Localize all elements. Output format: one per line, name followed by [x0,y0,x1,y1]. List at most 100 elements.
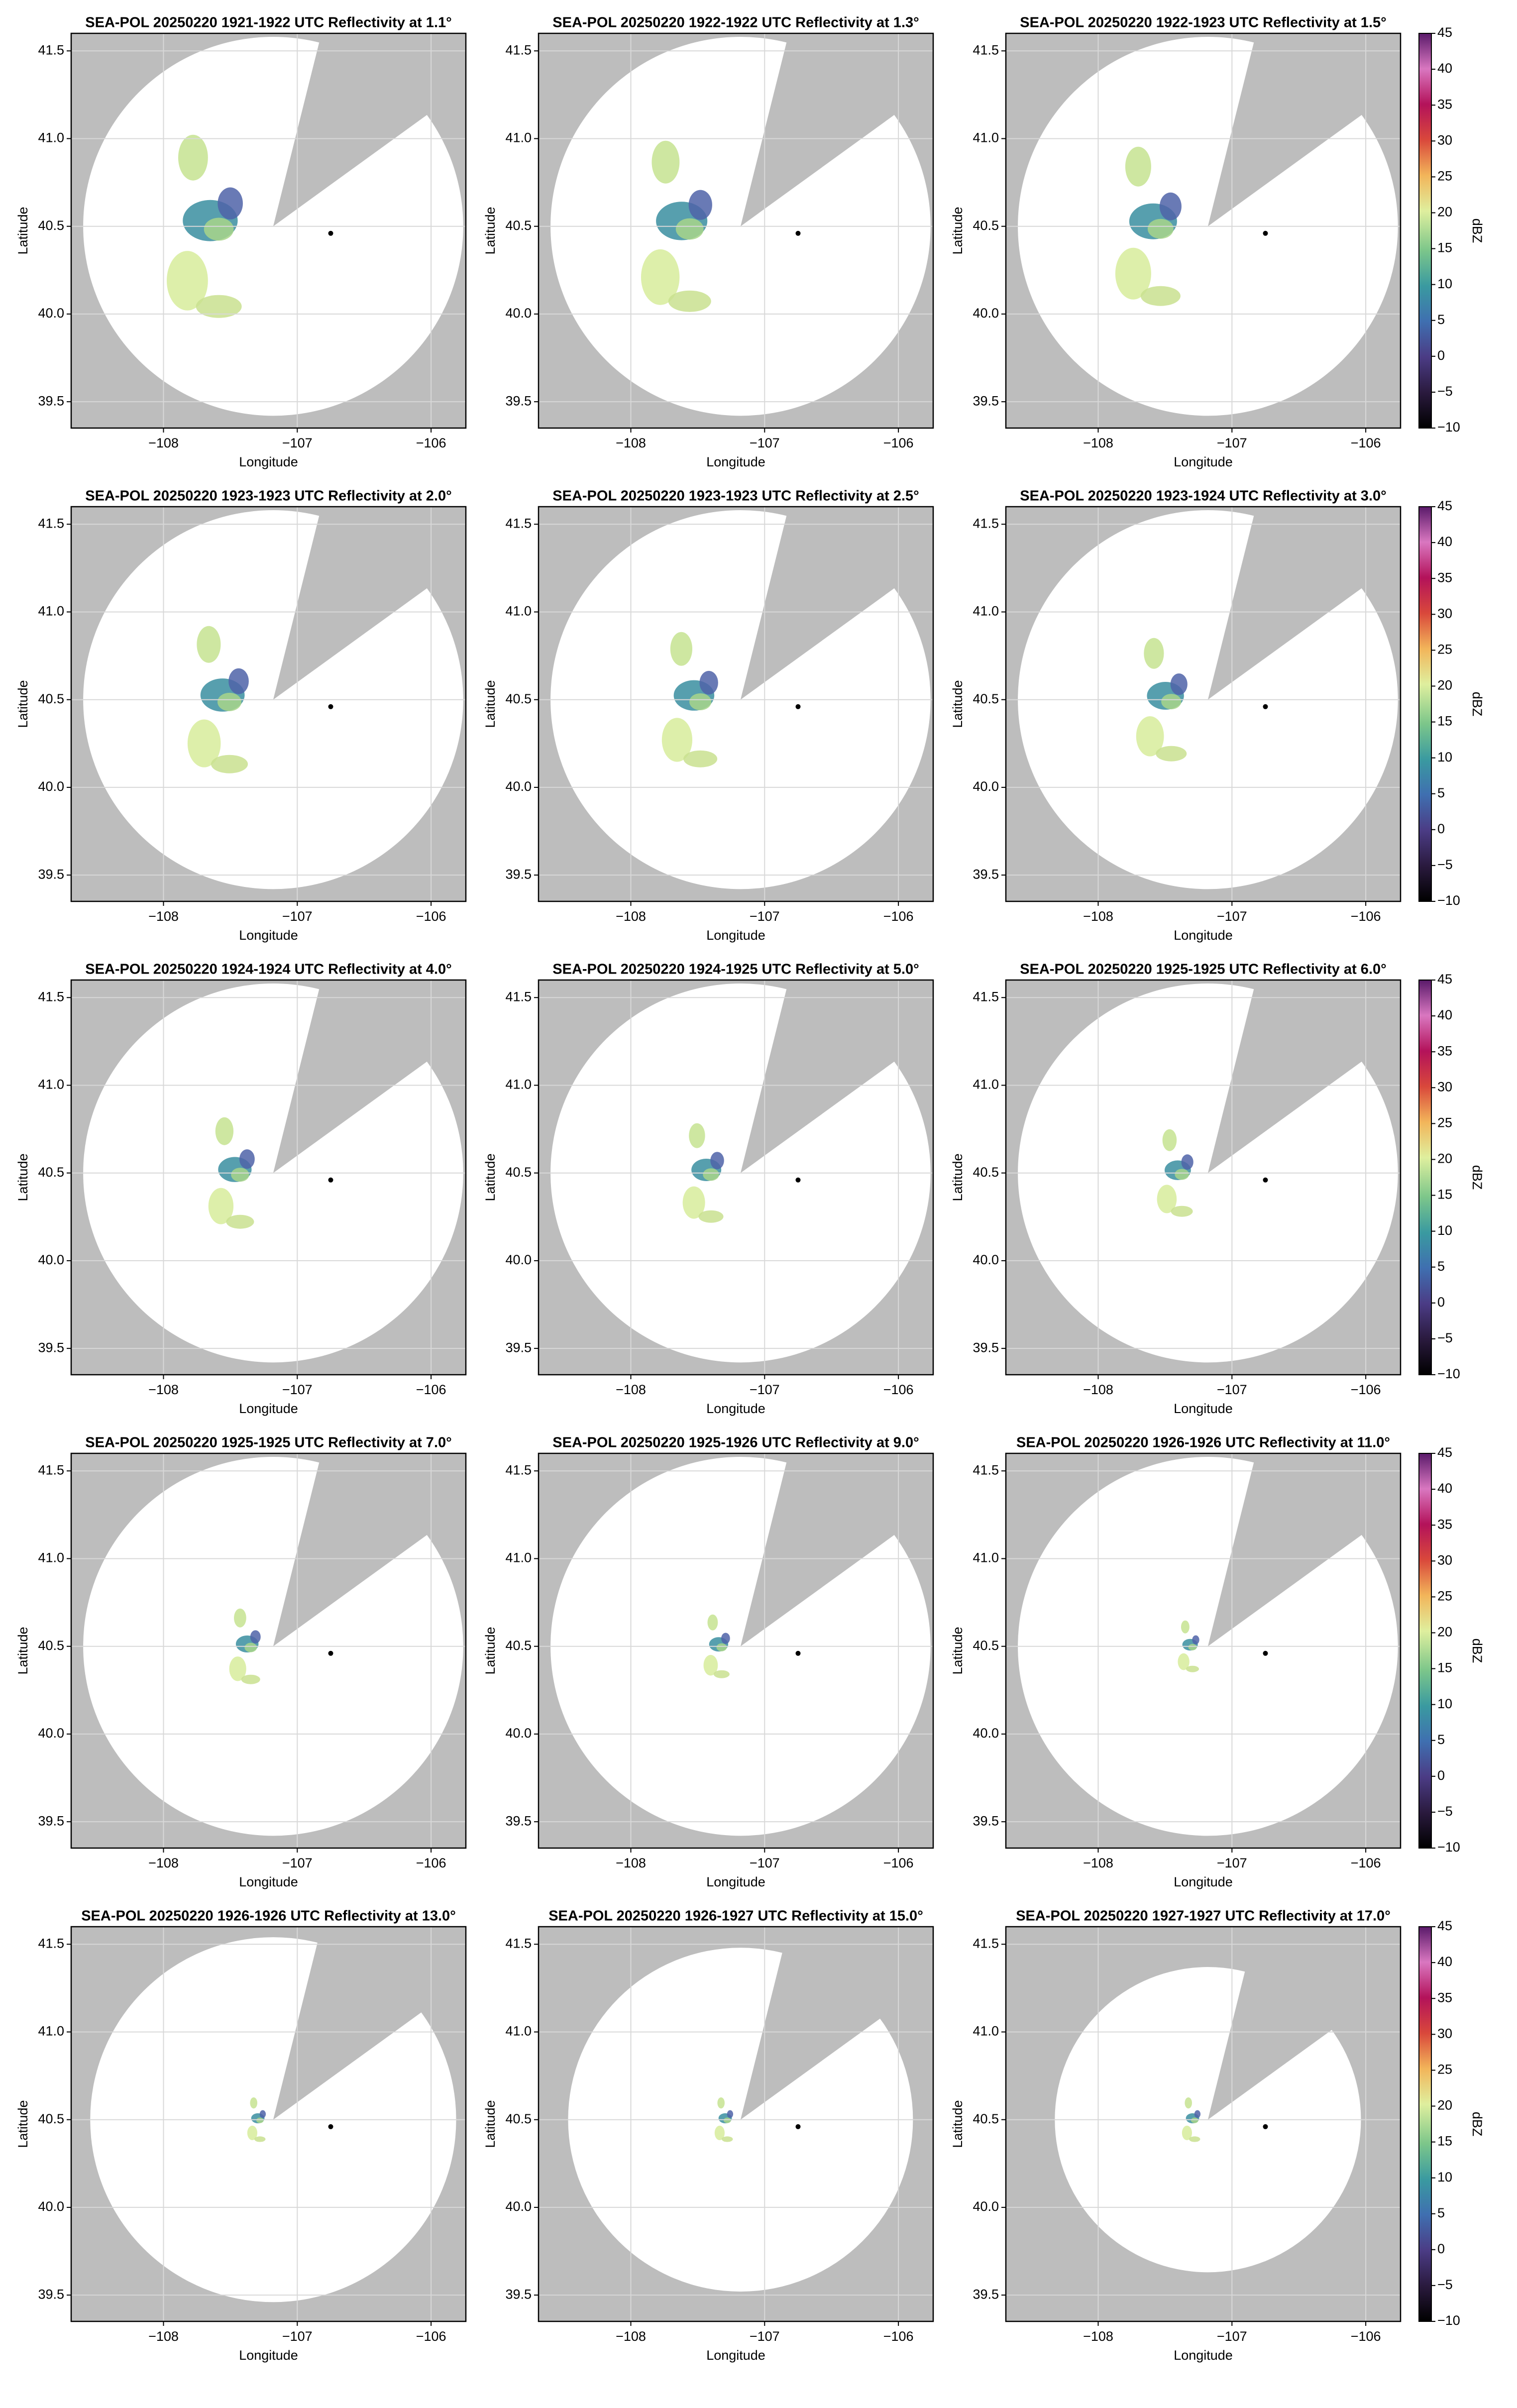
y-tick-label: 41.5 [505,42,532,57]
plot-area [539,1453,933,1848]
colorbar-tick-label: 45 [1437,1445,1452,1460]
echo [178,134,208,181]
y-tick-label: 40.5 [505,691,532,706]
x-tick-label: −106 [883,909,914,924]
x-axis-label: Longitude [706,928,765,943]
y-tick-label: 40.5 [38,1165,64,1180]
y-tick-label: 40.5 [505,1165,532,1180]
x-tick-label: −107 [750,436,780,450]
echo [1178,1653,1190,1670]
radar-marker [795,2124,801,2129]
echo [226,1214,254,1229]
y-tick-label: 40.5 [38,691,64,706]
colorbar-tick-label: 5 [1437,312,1445,327]
axes-frame [538,979,934,1376]
echo [208,1188,234,1224]
blocked-sector [1207,980,1401,1173]
echo [250,2097,257,2109]
y-tick-label: 40.5 [505,1638,532,1653]
echo [661,718,693,762]
echo [1175,1169,1189,1180]
colorbar-tick-label: 35 [1437,97,1452,111]
y-tick-label: 41.0 [505,130,532,145]
panel: −108 −107 −106 39.5 40.0 40.5 41.0 41.5 SEA-POL … [483,1435,934,1889]
panel-title: SEA-POL 20250220 1921-1922 UTC Reflectiv… [85,15,451,31]
colorbar-tick-label: −10 [1437,420,1460,435]
echo [256,2117,264,2123]
echo [215,1117,234,1145]
y-tick-label: 39.5 [973,1340,999,1355]
echo [204,218,234,241]
echo [698,1210,724,1223]
x-axis-label: Longitude [1174,1401,1233,1416]
echo [1156,746,1187,762]
y-tick-label: 41.5 [38,1936,64,1951]
echo [231,1168,249,1182]
panel: −108 −107 −106 39.5 40.0 40.5 41.0 41.5 SEA-POL … [15,488,467,943]
echo [689,1123,705,1148]
axes-frame [70,32,467,429]
panel: −108 −107 −106 39.5 40.0 40.5 41.0 41.5 SEA-POL … [483,488,934,943]
colorbar-tick-label: 0 [1437,348,1445,363]
echo [699,670,718,695]
x-tick-label: −107 [1217,436,1247,450]
plot-area [1006,980,1401,1375]
x-axis-label: Longitude [1174,454,1233,469]
colorbar-tick-label: 30 [1437,1079,1452,1094]
colorbar-tick-label: 0 [1437,1768,1445,1783]
panel-title: SEA-POL 20250220 1925-1925 UTC Reflectiv… [1020,962,1386,978]
blocked-sector [273,1453,466,1646]
colorbar-tick-label: −5 [1437,1330,1453,1345]
panel-title: SEA-POL 20250220 1924-1924 UTC Reflectiv… [85,962,451,978]
echo [1162,1129,1177,1151]
x-tick-label: −107 [750,1382,780,1397]
x-tick-label: −108 [148,1382,179,1397]
x-tick-label: −106 [1351,2329,1381,2344]
colorbar-tick-label: 10 [1437,2170,1452,2185]
radar-marker [328,1177,333,1183]
echo [244,1642,257,1652]
y-axis-label: Latitude [15,2100,30,2148]
y-tick-label: 39.5 [505,393,532,408]
echo [1147,219,1174,239]
echo [668,290,711,312]
y-tick-label: 40.5 [38,1638,64,1653]
echo [1157,1185,1177,1213]
radar-marker [1263,704,1268,709]
blocked-sector [1207,1927,1401,2120]
y-tick-label: 40.5 [973,2111,999,2126]
colorbar-tick-label: 20 [1437,1625,1452,1640]
colorbar-tick-label: 30 [1437,132,1452,147]
radar-marker [1263,2124,1268,2129]
colorbar-tick-label: −5 [1437,857,1453,872]
echo [682,1186,705,1219]
y-tick-label: 41.5 [505,516,532,531]
x-tick-label: −106 [1351,909,1381,924]
y-tick-label: 41.0 [38,1550,64,1565]
colorbar [1418,33,1432,429]
y-tick-label: 41.0 [973,1077,999,1092]
y-tick-label: 39.5 [505,1340,532,1355]
colorbar-tick-label: 35 [1437,1990,1452,2005]
x-tick-label: −107 [1217,909,1247,924]
plot-area [539,980,933,1375]
y-tick-label: 40.0 [505,779,532,794]
colorbar-tick-label: 10 [1437,276,1452,291]
echo [1182,2125,1192,2140]
axes-frame [538,506,934,902]
y-axis-label: Latitude [483,680,498,728]
colorbar [1418,1453,1432,1849]
blocked-sector [740,507,933,700]
y-tick-label: 41.5 [505,989,532,1004]
colorbar-tick-label: 15 [1437,1660,1452,1675]
x-tick-label: −106 [416,909,446,924]
y-tick-label: 40.0 [38,2199,64,2214]
colorbar-tick-label: −10 [1437,2313,1460,2328]
y-axis-label: Latitude [950,680,965,728]
panel: −108 −107 −106 39.5 40.0 40.5 41.0 41.5 SEA-POL … [483,962,934,1416]
colorbar-tick-label: 45 [1437,498,1452,513]
colorbar-tick-label: 35 [1437,1043,1452,1058]
y-tick-label: 41.0 [505,1077,532,1092]
colorbar-tick-label: 10 [1437,750,1452,765]
